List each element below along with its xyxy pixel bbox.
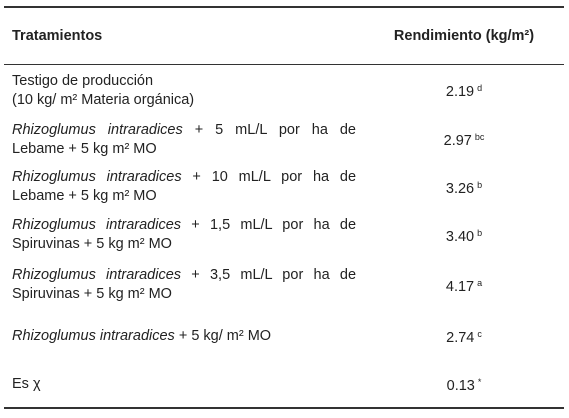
yield-value: 2.19 — [445, 84, 475, 100]
table-row: Rhizoglumus intraradices + 1,5 mL/L por … — [4, 211, 564, 259]
species-name: Rhizoglumus intraradices — [12, 217, 182, 233]
significance-letter: b — [477, 227, 483, 238]
treatment-cell: Rhizoglumus intraradices + 1,5 mL/L por … — [4, 211, 364, 259]
table-row: Rhizoglumus intraradices + 10 mL/L por h… — [4, 163, 564, 211]
treatment-cell: Es χ — [4, 361, 364, 409]
treatment-text: + 5 kg/ m² MO — [178, 327, 272, 344]
treatment-cell: Rhizoglumus intraradices + 3,5 mL/L por … — [4, 259, 364, 311]
treatment-cell: Rhizoglumus intraradices + 5 kg/ m² MO — [4, 311, 364, 361]
treatment-text: + 3,5 mL/L por ha de Spiruvinas + 5 kg m… — [12, 267, 357, 302]
table-row: Testigo de producción (10 kg/ m² Materia … — [4, 65, 564, 117]
yield-value: 2.97 — [443, 133, 472, 149]
significance-letter: c — [477, 328, 482, 339]
significance-letter: b — [477, 179, 483, 190]
species-name: Rhizoglumus intraradices — [12, 169, 182, 185]
treatment-text: + 5 mL/L por ha de Lebame + 5 kg m² MO — [12, 121, 356, 157]
yield-cell: 3.40 b — [364, 211, 564, 259]
results-table: Tratamientos Rendimiento (kg/m²) Testigo… — [4, 6, 564, 409]
table-row: Rhizoglumus intraradices + 3,5 mL/L por … — [4, 259, 564, 311]
yield-cell: 2.74 c — [364, 311, 564, 361]
header-cell: Tratamientos — [4, 6, 364, 65]
yield-cell: 2.97 bc — [364, 116, 564, 163]
significance-letter: bc — [474, 132, 485, 142]
treatment-line: (10 kg/ m² Materia orgánica) — [12, 91, 195, 108]
treatment-line: Testigo de producción — [12, 72, 154, 89]
species-name: Rhizoglumus intraradices — [12, 267, 182, 283]
yield-cell: 3.26 b — [364, 163, 564, 211]
yield-value: 3.26 — [445, 180, 475, 197]
yield-value: 2.74 — [446, 329, 475, 346]
table-body: Testigo de producción (10 kg/ m² Materia … — [4, 65, 564, 409]
treatment-cell: Testigo de producción (10 kg/ m² Materia … — [4, 65, 364, 117]
yield-value: 3.40 — [445, 228, 475, 245]
significance-letter: a — [477, 277, 483, 288]
treatment-line: Es χ — [12, 375, 41, 392]
treatment-cell: Rhizoglumus intraradices + 5 mL/L por ha… — [4, 116, 364, 163]
yield-cell: 0.13 * — [364, 361, 564, 409]
table-row: Es χ 0.13 * — [4, 361, 564, 409]
yield-cell: 4.17 a — [364, 259, 564, 311]
table-row: Rhizoglumus intraradices + 5 kg/ m² MO 2.… — [4, 311, 564, 361]
significance-letter: d — [477, 83, 483, 93]
yield-value: 0.13 — [446, 377, 475, 394]
yield-value: 4.17 — [445, 278, 475, 295]
treatment-text: + 1,5 mL/L por ha de Spiruvinas + 5 kg m… — [12, 217, 357, 252]
species-name: Rhizoglumus intraradices — [12, 121, 183, 138]
significance-letter: * — [477, 376, 482, 387]
treatment-text: + 10 mL/L por ha de Lebame + 5 kg m² MO — [12, 169, 357, 204]
table-row: Rhizoglumus intraradices + 5 mL/L por ha… — [4, 116, 564, 163]
species-name: Rhizoglumus intraradices — [12, 327, 175, 344]
yield-cell: 2.19 d — [364, 65, 564, 117]
header-cell: Rendimiento (kg/m²) — [364, 6, 564, 65]
header-row: Tratamientos Rendimiento (kg/m²) — [4, 6, 564, 65]
treatment-cell: Rhizoglumus intraradices + 10 mL/L por h… — [4, 163, 364, 211]
